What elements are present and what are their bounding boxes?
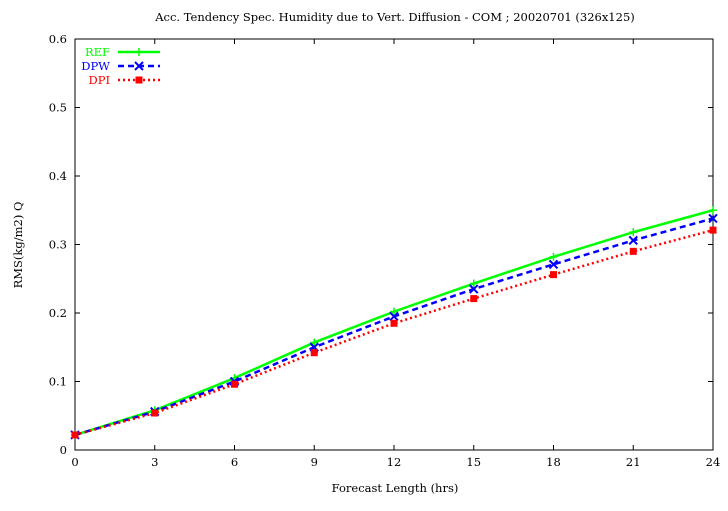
legend-item-dpw: DPW xyxy=(81,59,160,73)
data-point-ref xyxy=(469,279,478,288)
y-axis-label: RMS(kg/m2) Q xyxy=(11,202,25,289)
data-point-dpw xyxy=(628,235,638,246)
x-tick-label: 6 xyxy=(231,455,238,469)
data-point-ref xyxy=(709,206,717,215)
data-point-dpi xyxy=(550,271,557,279)
y-tick-label: 0.3 xyxy=(49,238,67,252)
y-tick-label: 0.2 xyxy=(49,306,67,320)
data-point-ref xyxy=(549,252,558,261)
legend-item-dpi: DPI xyxy=(88,73,160,87)
legend-label: REF xyxy=(85,45,110,59)
y-tick-label: 0.6 xyxy=(49,32,67,46)
x-tick-label: 21 xyxy=(626,455,641,469)
series-layer xyxy=(70,206,718,440)
y-tick-label: 0.1 xyxy=(49,375,67,389)
legend-marker xyxy=(135,76,143,84)
x-axis-label: Forecast Length (hrs) xyxy=(332,481,459,495)
data-point-dpw xyxy=(548,259,559,270)
data-point-dpi xyxy=(470,295,478,303)
data-point-dpi xyxy=(709,226,717,234)
x-tick-label: 3 xyxy=(151,455,158,469)
data-point-dpw xyxy=(389,311,399,322)
legend-marker xyxy=(134,61,144,71)
x-tick-label: 0 xyxy=(71,455,78,469)
x-tick-label: 18 xyxy=(546,455,561,469)
data-point-ref xyxy=(390,307,398,316)
x-tick-label: 9 xyxy=(311,455,318,469)
legend-item-ref: REF xyxy=(85,45,160,59)
data-point-dpi xyxy=(151,409,159,417)
y-tick-label: 0.5 xyxy=(49,101,67,115)
legend-marker xyxy=(135,48,143,56)
data-point-dpi xyxy=(390,319,398,327)
data-point-dpi xyxy=(231,380,238,388)
series-line-dpi xyxy=(74,228,714,437)
x-tick-label: 15 xyxy=(466,455,481,469)
legend-label: DPI xyxy=(88,73,110,87)
data-point-dpi xyxy=(71,431,79,439)
chart-title: Acc. Tendency Spec. Humidity due to Vert… xyxy=(154,10,635,24)
data-point-dpi xyxy=(629,247,637,255)
x-tick-label: 12 xyxy=(387,455,402,469)
y-tick-label: 0 xyxy=(60,443,67,457)
x-tick-label: 24 xyxy=(706,455,721,469)
y-tick-label: 0.4 xyxy=(49,169,67,183)
data-point-ref xyxy=(629,228,638,237)
axes: 0 3 6 9 12 15 18 21 24 0 0.1 0.2 0.3 0.4 0.5 0.6 xyxy=(49,32,721,469)
data-point-ref xyxy=(310,338,319,347)
series-dpi xyxy=(71,226,717,439)
legend-label: DPW xyxy=(81,59,110,73)
data-point-dpi xyxy=(310,349,318,357)
data-point-dpw xyxy=(708,213,718,224)
data-point-dpw xyxy=(469,284,479,294)
